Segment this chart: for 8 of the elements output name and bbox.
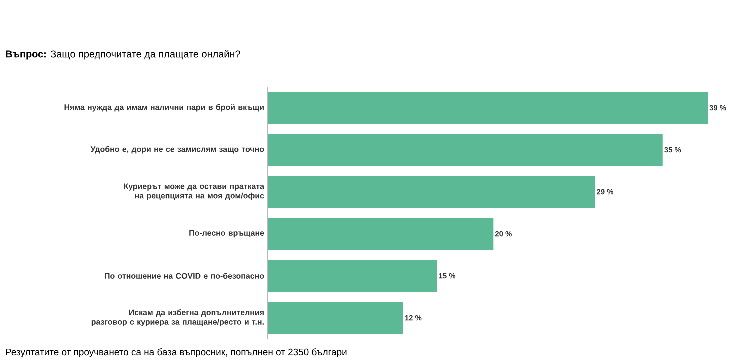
bar [268,176,596,208]
bar [268,260,438,292]
text: Въпрос: Защо предпочитате да плащате онлайн? [6,50,240,60]
bar [268,302,404,334]
text: Резултатите от проучването са на база въпросник, попълнен от 2350 българи [6,348,347,358]
bar [268,218,494,250]
bar [268,92,708,124]
bar [268,134,663,166]
